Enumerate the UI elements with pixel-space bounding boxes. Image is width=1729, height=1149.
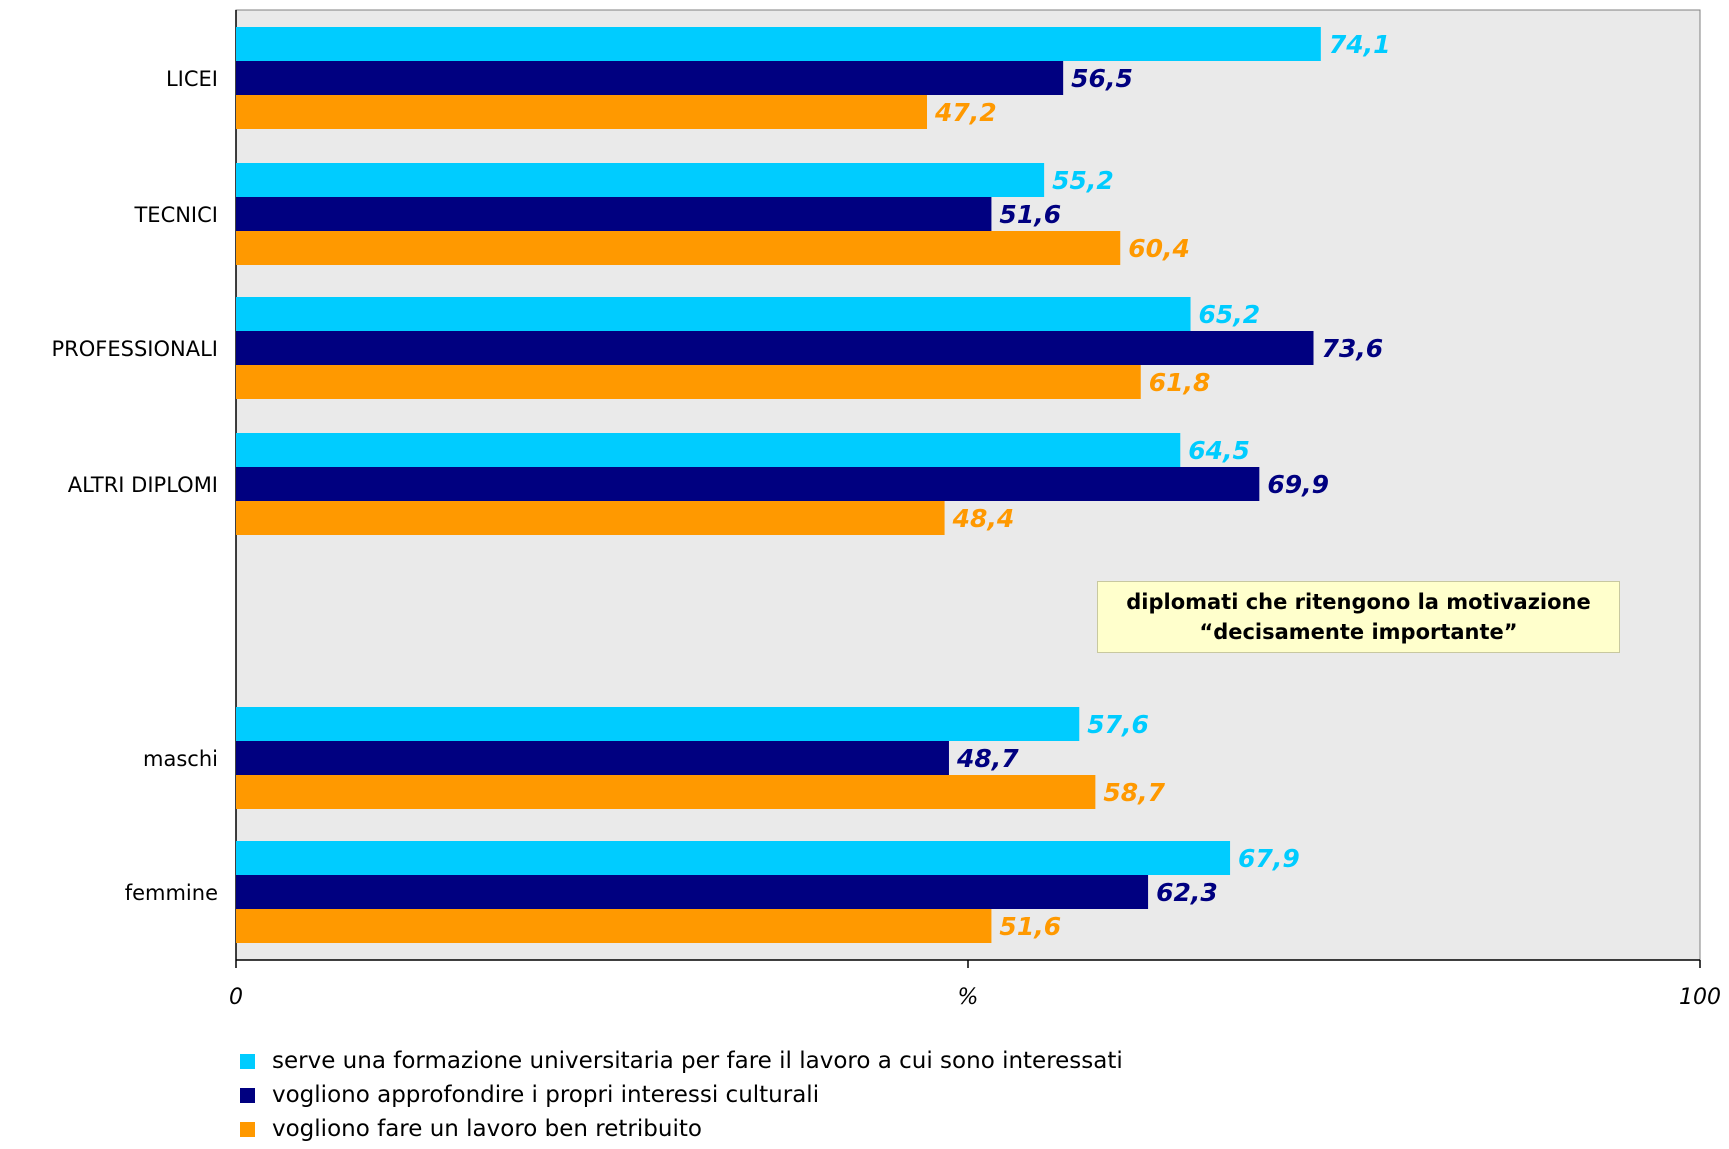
category-label: PROFESSIONALI xyxy=(52,337,218,361)
bar xyxy=(236,61,1064,95)
data-label: 60,4 xyxy=(1128,234,1190,263)
legend-label-2: vogliono approfondire i propri interessi… xyxy=(272,1082,820,1108)
annotation-line-2: “decisamente importante” xyxy=(1199,620,1518,644)
data-label: 48,4 xyxy=(952,504,1015,533)
legend: serve una formazione universitaria per f… xyxy=(240,1044,1123,1146)
bar xyxy=(236,331,1314,365)
legend-swatch-1 xyxy=(240,1053,255,1069)
bar xyxy=(236,95,928,129)
bar xyxy=(236,197,992,231)
bar xyxy=(236,297,1191,331)
data-label: 62,3 xyxy=(1156,878,1218,907)
legend-label-3: vogliono fare un lavoro ben retribuito xyxy=(272,1116,702,1142)
labels-layer: 74,1 55,2 65,2 64,5 57,6 67,9 56,5 51,6 73,6 69,9… xyxy=(934,30,1391,941)
bar xyxy=(236,501,945,535)
data-label: 51,6 xyxy=(999,912,1061,941)
bar xyxy=(236,741,949,775)
bar xyxy=(236,775,1096,809)
data-label: 55,2 xyxy=(1052,166,1114,195)
legend-item-3: vogliono fare un lavoro ben retribuito xyxy=(240,1112,1123,1146)
data-label: 69,9 xyxy=(1267,470,1329,499)
legend-swatch-2 xyxy=(240,1087,255,1103)
axis-layer: LICEI TECNICI PROFESSIONALI ALTRI DIPLOMI ma… xyxy=(52,67,1721,1010)
legend-label-1: serve una formazione universitaria per f… xyxy=(272,1048,1123,1074)
data-label: 73,6 xyxy=(1322,334,1384,363)
data-label: 64,5 xyxy=(1188,436,1250,465)
x-tick-label: 100 xyxy=(1679,985,1721,1010)
bar xyxy=(236,841,1231,875)
category-label: ALTRI DIPLOMI xyxy=(68,473,218,497)
data-label: 47,2 xyxy=(934,98,997,127)
annotation-line-1: diplomati che ritengono la motivazione xyxy=(1126,590,1591,614)
category-label: LICEI xyxy=(166,67,218,91)
data-label: 58,7 xyxy=(1103,778,1165,807)
bar xyxy=(236,27,1321,61)
bars-layer xyxy=(236,27,1321,943)
annotation-box: diplomati che ritengono la motivazione “… xyxy=(1097,581,1620,653)
category-label: TECNICI xyxy=(133,203,218,227)
bar xyxy=(236,365,1141,399)
bar xyxy=(236,875,1149,909)
bar xyxy=(236,909,992,943)
data-label: 61,8 xyxy=(1149,368,1211,397)
bar xyxy=(236,707,1080,741)
legend-item-1: serve una formazione universitaria per f… xyxy=(240,1044,1123,1078)
legend-item-2: vogliono approfondire i propri interessi… xyxy=(240,1078,1123,1112)
data-label: 48,7 xyxy=(956,744,1019,773)
bar xyxy=(236,467,1260,501)
data-label: 65,2 xyxy=(1199,300,1261,329)
bar xyxy=(236,433,1181,467)
x-tick-label: 0 xyxy=(229,985,243,1010)
x-tick-label: % xyxy=(958,985,979,1010)
data-label: 57,6 xyxy=(1087,710,1149,739)
bar xyxy=(236,163,1045,197)
data-label: 67,9 xyxy=(1238,844,1300,873)
data-label: 74,1 xyxy=(1329,30,1391,59)
legend-swatch-3 xyxy=(240,1121,255,1137)
category-label: femmine xyxy=(125,881,218,905)
category-label: maschi xyxy=(143,747,218,771)
data-label: 51,6 xyxy=(999,200,1061,229)
bar xyxy=(236,231,1121,265)
data-label: 56,5 xyxy=(1071,64,1133,93)
